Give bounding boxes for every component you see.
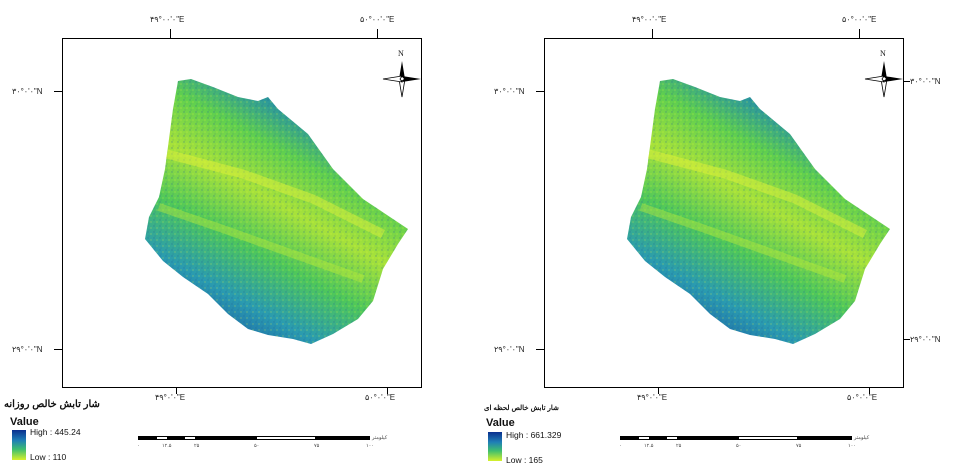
raster-texture bbox=[145, 79, 408, 344]
north-label: N bbox=[880, 49, 886, 58]
bottom-tick-2 bbox=[869, 388, 870, 394]
top-coord-1: ۴۹°۰۰'۰"E bbox=[632, 15, 667, 24]
bottom-coord-1: ۴۹°۰'۰"E bbox=[637, 393, 668, 402]
scale-segment bbox=[168, 436, 184, 440]
scale-label: ۰ bbox=[137, 443, 140, 449]
scale-label: ۱۲.۵ bbox=[644, 443, 654, 449]
raster-texture bbox=[627, 79, 890, 344]
top-coord-2: ۵۰°۰۰'۰"E bbox=[360, 15, 395, 24]
left-coord-2: ۲۹°۰'۰"N bbox=[494, 345, 526, 354]
left-tick-2 bbox=[536, 349, 544, 350]
compass-icon bbox=[864, 61, 903, 98]
scale-label: ۲۵ bbox=[194, 443, 200, 449]
scale-segment bbox=[196, 436, 256, 440]
top-tick-2 bbox=[377, 29, 378, 38]
bottom-tick-1 bbox=[176, 388, 177, 394]
scale-bar: کیلومتر ۰ ۱۲.۵ ۲۵ ۵۰ ۷۵ ۱۰۰ bbox=[619, 435, 869, 458]
left-tick-2 bbox=[54, 349, 62, 350]
legend-high: High : 445.24 bbox=[30, 427, 81, 437]
compass-icon bbox=[382, 61, 421, 98]
scale-label: ۵۰ bbox=[254, 443, 260, 449]
legend-value-label: Value bbox=[486, 417, 515, 429]
valley-band bbox=[165, 149, 386, 239]
map-frame: N bbox=[544, 38, 904, 388]
right-tick-1 bbox=[904, 81, 910, 82]
scale-segment bbox=[256, 436, 316, 440]
bottom-tick-1 bbox=[658, 388, 659, 394]
scale-label: ۵۰ bbox=[736, 443, 742, 449]
legend-low: Low : 165 bbox=[506, 455, 543, 465]
map-panel-instantaneous: ۴۹°۰۰'۰"E ۵۰°۰۰'۰"E ۳۰°۰'۰"N ۲۹°۰'۰"N ۳۰… bbox=[482, 0, 942, 467]
left-coord-1: ۳۰°۰'۰"N bbox=[494, 87, 526, 96]
scale-unit: کیلومتر bbox=[854, 435, 870, 441]
left-coord-1: ۳۰°۰'۰"N bbox=[12, 87, 44, 96]
scale-segment bbox=[620, 436, 638, 440]
right-coord-1: ۳۰°۰'۰"N bbox=[910, 77, 942, 86]
scale-label: ۱۰۰ bbox=[366, 443, 375, 449]
legend: شار تابش خالص لحظه ای Value High : 661.3… bbox=[484, 404, 614, 467]
legend-low: Low : 110 bbox=[30, 452, 67, 462]
legend-color-ramp bbox=[12, 430, 26, 460]
top-coord-1: ۴۹°۰۰'۰"E bbox=[150, 15, 185, 24]
scale-label: ۲۵ bbox=[676, 443, 682, 449]
left-tick-1 bbox=[54, 91, 62, 92]
legend-value-label: Value bbox=[10, 416, 39, 428]
top-coord-2: ۵۰°۰۰'۰"E bbox=[842, 15, 877, 24]
scale-segment bbox=[678, 436, 738, 440]
left-tick-1 bbox=[536, 91, 544, 92]
legend-title: شار تابش خالص روزانه bbox=[4, 399, 100, 410]
scale-segment bbox=[156, 436, 168, 440]
scale-bar: کیلومتر ۰ ۱۲.۵ ۲۵ ۵۰ ۷۵ ۱۰۰ bbox=[137, 435, 387, 458]
scale-unit: کیلومتر bbox=[372, 435, 388, 441]
map-panel-daily: ۴۹°۰۰'۰"E ۵۰°۰۰'۰"E ۳۰°۰'۰"N ۲۹°۰'۰"N N … bbox=[0, 0, 460, 467]
scale-label: ۰ bbox=[619, 443, 622, 449]
right-tick-2 bbox=[904, 339, 910, 340]
scale-label: ۷۵ bbox=[314, 443, 320, 449]
scale-segment bbox=[738, 436, 798, 440]
scale-label: ۱۰۰ bbox=[848, 443, 857, 449]
scale-segment bbox=[798, 436, 852, 440]
net-radiation-raster bbox=[145, 79, 408, 344]
right-coord-2: ۲۹°۰'۰"N bbox=[910, 335, 942, 344]
scale-label: ۷۵ bbox=[796, 443, 802, 449]
bottom-coord-1: ۴۹°۰'۰"E bbox=[155, 393, 186, 402]
net-radiation-raster bbox=[627, 79, 890, 344]
north-arrow: N bbox=[863, 49, 903, 101]
scale-label: ۱۲.۵ bbox=[162, 443, 172, 449]
legend-high: High : 661.329 bbox=[506, 430, 562, 440]
left-coord-2: ۲۹°۰'۰"N bbox=[12, 345, 44, 354]
scale-segment bbox=[666, 436, 678, 440]
bottom-coord-2: ۵۰°۰'۰"E bbox=[365, 393, 396, 402]
valley-band bbox=[647, 149, 868, 239]
scale-segment bbox=[650, 436, 666, 440]
bottom-coord-2: ۵۰°۰'۰"E bbox=[847, 393, 878, 402]
map-frame: N bbox=[62, 38, 422, 388]
legend-color-ramp bbox=[488, 432, 502, 461]
valley-band-2 bbox=[157, 203, 365, 283]
scale-segment bbox=[184, 436, 196, 440]
legend: شار تابش خالص روزانه Value High : 445.24… bbox=[4, 399, 164, 467]
scale-segment bbox=[638, 436, 650, 440]
scale-segment bbox=[316, 436, 370, 440]
north-arrow: N bbox=[381, 49, 421, 101]
top-tick-1 bbox=[170, 29, 171, 38]
bottom-tick-2 bbox=[387, 388, 388, 394]
legend-title: شار تابش خالص لحظه ای bbox=[484, 405, 559, 412]
top-tick-2 bbox=[859, 29, 860, 38]
scale-segment bbox=[138, 436, 156, 440]
valley-band-2 bbox=[639, 203, 847, 283]
top-tick-1 bbox=[652, 29, 653, 38]
north-label: N bbox=[398, 49, 404, 58]
